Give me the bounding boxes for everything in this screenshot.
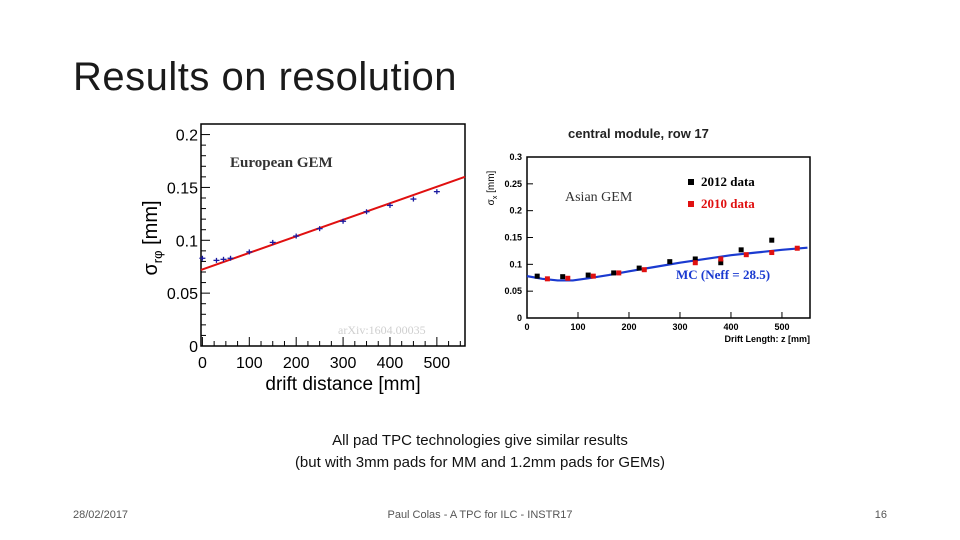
y-tick-label-b: 0.25 — [504, 179, 522, 189]
data-point-a — [246, 249, 253, 255]
data-point-a — [293, 233, 300, 239]
data-point-2010 — [544, 276, 550, 282]
data-point-2010 — [565, 275, 571, 281]
data-point-2012 — [585, 272, 591, 278]
data-point-2012 — [769, 237, 775, 243]
x-tick-label-b: 200 — [621, 322, 636, 332]
data-point-a — [340, 218, 347, 224]
chart-title-b: central module, row 17 — [568, 126, 709, 141]
data-point-2010 — [641, 267, 647, 273]
y-tick-label-a: 0.15 — [167, 180, 198, 197]
data-point-2010 — [743, 252, 749, 258]
x-tick-label-a: 100 — [236, 355, 263, 372]
y-axis-label-b: σx [mm] — [486, 170, 499, 205]
x-tick-label-a: 300 — [330, 355, 357, 372]
y-axis-label-main-a: σ — [140, 263, 162, 276]
legend-label-b: 2010 data — [701, 196, 755, 211]
x-tick-label-b: 400 — [723, 322, 738, 332]
data-point-2012 — [738, 247, 744, 253]
x-tick-label-b: 300 — [672, 322, 687, 332]
x-tick-label-b: 0 — [524, 322, 529, 332]
panel-label-a: European GEM — [230, 155, 333, 171]
data-point-2012 — [667, 259, 673, 265]
y-tick-label-a: 0 — [189, 339, 198, 356]
data-point-2012 — [692, 256, 698, 262]
slide-title: Results on resolution — [73, 55, 458, 99]
data-point-2012 — [534, 273, 540, 279]
data-point-2010 — [769, 250, 775, 256]
x-tick-label-a: 200 — [283, 355, 310, 372]
legend-marker-b — [688, 201, 694, 207]
y-tick-label-a: 0.05 — [167, 286, 198, 303]
x-tick-label-a: 500 — [424, 355, 451, 372]
caption-line-1: All pad TPC technologies give similar re… — [332, 432, 628, 449]
y-tick-label-b: 0.1 — [509, 259, 522, 269]
x-axis-label-a: drift distance [mm] — [265, 374, 420, 395]
x-tick-label-b: 500 — [774, 322, 789, 332]
plot-frame-a — [200, 123, 466, 347]
data-point-2012 — [560, 274, 566, 280]
panel-label-b: Asian GEM — [565, 190, 633, 205]
y-tick-label-b: 0.2 — [509, 206, 522, 216]
data-point-2010 — [692, 260, 698, 266]
watermark-a: arXiv:1604.00035 — [338, 323, 426, 337]
legend-label-b: 2012 data — [701, 174, 755, 189]
data-point-2010 — [616, 270, 622, 276]
y-tick-label-a: 0.1 — [176, 233, 198, 250]
footer-date: 28/02/2017 — [73, 509, 129, 521]
data-point-2010 — [794, 245, 800, 251]
x-tick-label-b: 100 — [570, 322, 585, 332]
legend-marker-b — [688, 179, 694, 185]
data-point-a — [410, 196, 417, 202]
data-point-2012 — [611, 270, 617, 276]
plot-frame-b — [526, 156, 811, 319]
data-point-a — [227, 255, 234, 261]
y-axis-label-sub-b: x — [492, 195, 499, 199]
x-tick-label-a: 0 — [198, 355, 207, 372]
footer-center: Paul Colas - A TPC for ILC - INSTR17 — [387, 509, 573, 521]
x-tick-label-a: 400 — [377, 355, 404, 372]
data-point-a — [363, 209, 370, 215]
y-tick-label-b: 0.3 — [509, 152, 522, 162]
y-axis-label-unit-a: [mm] — [140, 200, 162, 250]
x-axis-label-b: Drift Length: z [mm] — [725, 334, 811, 344]
data-point-2012 — [718, 260, 724, 266]
data-point-2012 — [636, 265, 642, 271]
y-axis-label-main-b: σ — [486, 198, 497, 205]
data-point-a — [269, 239, 276, 245]
y-tick-label-a: 0.2 — [176, 128, 198, 145]
data-point-a — [386, 202, 393, 208]
fit-line-a — [200, 175, 466, 271]
y-axis-label-sub-a: rφ — [150, 250, 165, 263]
footer-page-number: 16 — [874, 509, 887, 521]
data-point-a — [220, 256, 227, 262]
caption-line-2: (but with 3mm pads for MM and 1.2mm pads… — [294, 454, 666, 471]
y-axis-label-unit-b: [mm] — [486, 170, 497, 195]
data-point-a — [433, 189, 440, 195]
data-point-2010 — [718, 256, 724, 262]
y-tick-label-b: 0.15 — [504, 233, 522, 243]
data-point-2010 — [590, 273, 596, 279]
y-tick-label-b: 0 — [517, 313, 522, 323]
curve-label-b: MC (Neff = 28.5) — [676, 267, 770, 282]
mc-curve-b — [526, 246, 808, 282]
data-point-a — [316, 226, 323, 232]
y-axis-label-a: σrφ [mm] — [140, 200, 165, 275]
data-point-a — [199, 255, 206, 261]
y-tick-label-b: 0.05 — [504, 286, 522, 296]
data-point-a — [213, 257, 220, 263]
